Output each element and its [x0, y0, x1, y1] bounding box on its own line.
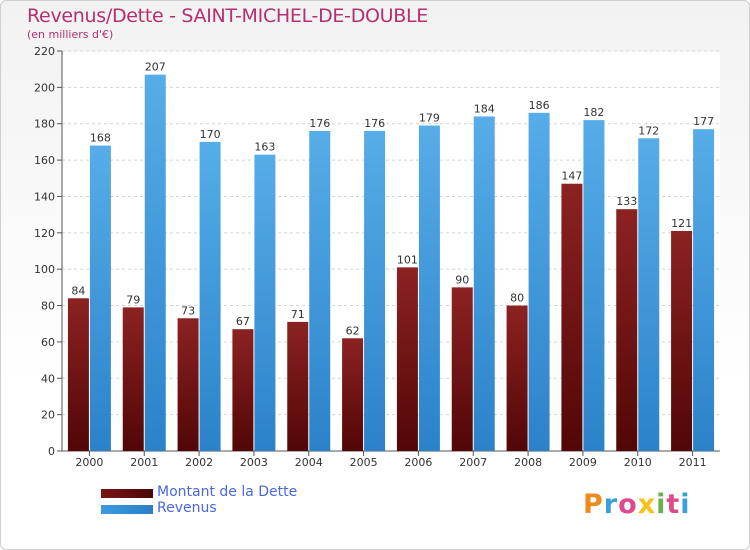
value-label: 62 — [346, 324, 360, 337]
brand-letter: o — [618, 489, 638, 520]
value-label: 133 — [616, 195, 637, 208]
legend-label-revenus: Revenus — [157, 500, 217, 516]
brand-letter: i — [656, 489, 667, 520]
value-label: 84 — [71, 284, 85, 297]
value-label: 71 — [291, 308, 305, 321]
bar-revenus — [89, 145, 111, 451]
y-tick-label: 100 — [34, 263, 55, 276]
bar-revenus — [144, 74, 166, 452]
y-tick-label: 160 — [34, 154, 55, 167]
value-label: 79 — [126, 293, 140, 306]
x-tick-label: 2003 — [240, 456, 268, 469]
value-label: 182 — [583, 106, 604, 119]
bar-revenus — [583, 120, 605, 451]
value-label: 170 — [200, 128, 221, 141]
value-label: 168 — [90, 132, 111, 145]
legend-label-dette: Montant de la Dette — [157, 484, 298, 500]
y-tick-label: 120 — [34, 227, 55, 240]
x-tick-label: 2004 — [295, 456, 323, 469]
y-tick-label: 20 — [41, 409, 55, 422]
x-tick-label: 2005 — [350, 456, 378, 469]
bar-dette — [232, 329, 254, 451]
bar-revenus — [199, 141, 221, 451]
bar-revenus — [309, 131, 331, 451]
value-label: 179 — [419, 112, 440, 125]
y-tick-label: 0 — [48, 445, 55, 458]
x-tick-label: 2000 — [75, 456, 103, 469]
x-tick-label: 2001 — [130, 456, 158, 469]
chart-subtitle: (en milliers d'€) — [27, 28, 114, 41]
brand-letter: t — [666, 489, 681, 520]
y-tick-label: 180 — [34, 118, 55, 131]
bar-revenus — [638, 138, 660, 452]
y-tick-label: 60 — [41, 336, 55, 349]
legend-swatch-dette — [101, 489, 153, 498]
bar-dette — [122, 307, 144, 451]
value-label: 172 — [638, 124, 659, 137]
bar-dette — [67, 298, 89, 451]
x-tick-label: 2002 — [185, 456, 213, 469]
bar-revenus — [473, 116, 495, 452]
bar-dette — [561, 183, 583, 451]
brand-letter: i — [680, 489, 691, 520]
bar-dette — [616, 209, 638, 451]
y-tick-label: 80 — [41, 300, 55, 313]
value-label: 177 — [693, 115, 714, 128]
bar-dette — [671, 231, 693, 451]
bar-revenus — [528, 112, 550, 452]
x-tick-label: 2008 — [514, 456, 542, 469]
y-tick-label: 140 — [34, 190, 55, 203]
value-label: 101 — [397, 253, 418, 266]
bar-dette — [506, 305, 528, 451]
bar-dette — [396, 267, 418, 451]
bar-dette — [342, 338, 364, 451]
bar-dette — [177, 318, 199, 451]
value-label: 176 — [364, 117, 385, 130]
brand-letter: x — [637, 489, 657, 520]
x-tick-label: 2010 — [624, 456, 652, 469]
bar-dette — [451, 287, 473, 451]
y-tick-label: 220 — [34, 45, 55, 58]
value-label: 147 — [561, 170, 582, 183]
value-label: 207 — [145, 61, 166, 74]
y-tick-label: 200 — [34, 81, 55, 94]
x-tick-label: 2009 — [569, 456, 597, 469]
bar-revenus — [254, 154, 276, 452]
bar-revenus — [364, 131, 386, 451]
x-tick-label: 2006 — [404, 456, 432, 469]
y-tick-label: 40 — [41, 372, 55, 385]
value-label: 184 — [474, 102, 495, 115]
value-label: 73 — [181, 304, 195, 317]
chart-title: Revenus/Dette - SAINT-MICHEL-DE-DOUBLE — [27, 5, 429, 27]
brand-letter: P — [583, 489, 604, 520]
value-label: 80 — [510, 292, 524, 305]
plot-area — [62, 51, 720, 451]
bar-dette — [287, 321, 309, 451]
legend-swatch-revenus — [101, 505, 153, 514]
bar-revenus — [418, 125, 440, 451]
brand-logo[interactable]: Proxiti — [583, 489, 691, 520]
value-label: 67 — [236, 315, 250, 328]
bar-revenus — [693, 129, 715, 451]
value-label: 121 — [671, 217, 692, 230]
brand-letter: r — [603, 489, 619, 520]
x-tick-label: 2007 — [459, 456, 487, 469]
x-tick-label: 2011 — [679, 456, 707, 469]
value-label: 90 — [455, 273, 469, 286]
value-label: 186 — [529, 99, 550, 112]
value-label: 163 — [254, 141, 275, 154]
value-label: 176 — [309, 117, 330, 130]
